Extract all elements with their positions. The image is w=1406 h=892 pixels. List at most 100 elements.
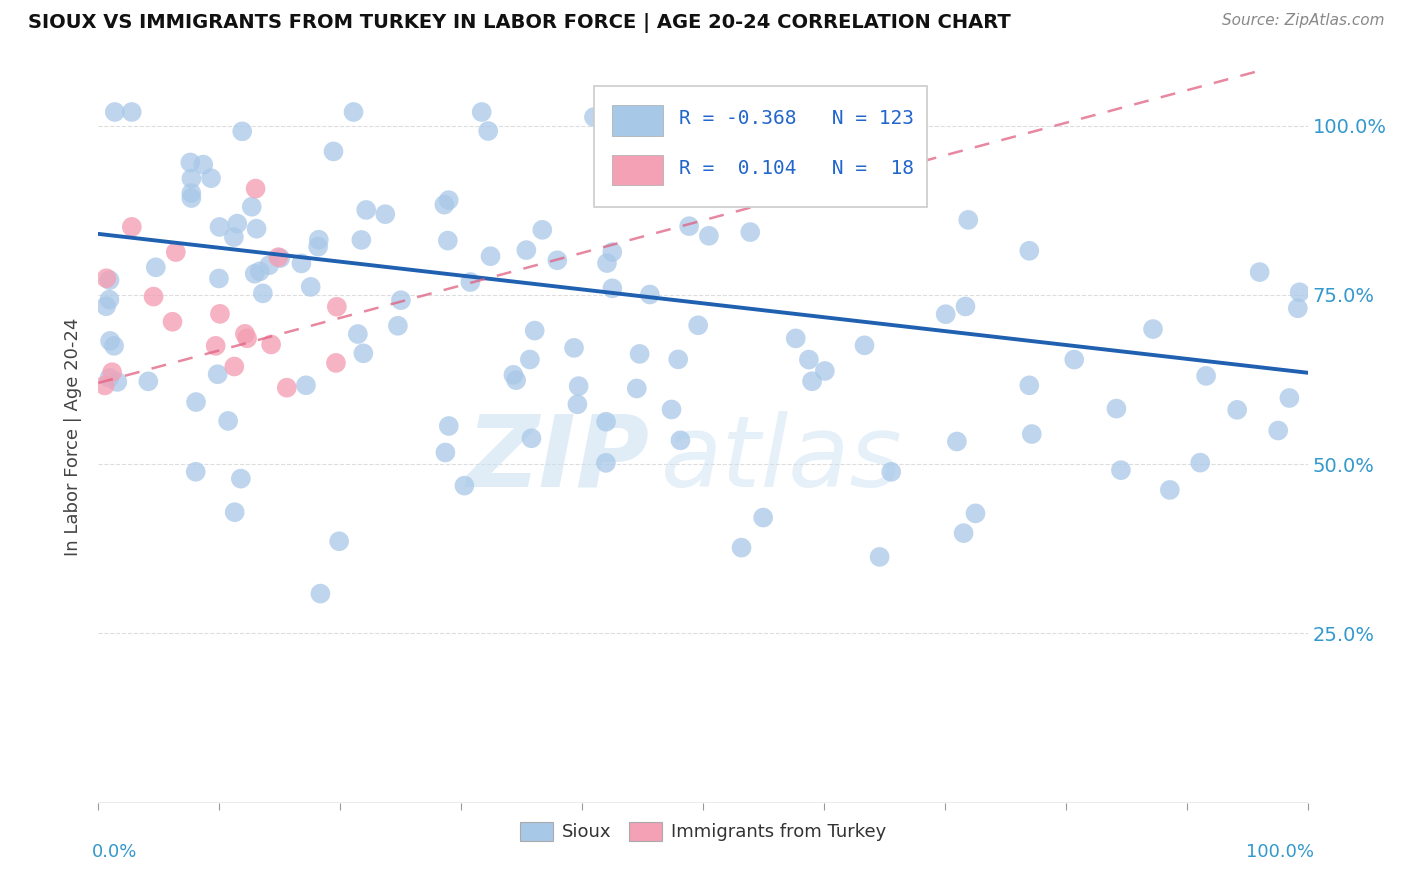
- Text: ZIP: ZIP: [467, 410, 650, 508]
- Point: [342, 105, 364, 120]
- Point: [600, 245, 623, 260]
- Point: [295, 378, 318, 392]
- Point: [180, 186, 202, 200]
- Point: [661, 402, 683, 417]
- Point: [267, 250, 290, 264]
- Point: [121, 105, 143, 120]
- Point: [638, 287, 661, 301]
- Point: [562, 341, 585, 355]
- Point: [957, 212, 980, 227]
- Point: [96, 271, 118, 285]
- Point: [104, 105, 127, 120]
- Point: [935, 307, 957, 321]
- Point: [1286, 301, 1309, 316]
- Point: [162, 315, 184, 329]
- Point: [236, 331, 259, 345]
- Point: [471, 105, 494, 120]
- Point: [240, 200, 263, 214]
- Point: [678, 219, 700, 234]
- Point: [217, 414, 239, 428]
- Point: [347, 326, 370, 341]
- Point: [308, 233, 330, 247]
- Text: Source: ZipAtlas.com: Source: ZipAtlas.com: [1222, 13, 1385, 29]
- Point: [103, 339, 125, 353]
- Point: [627, 105, 650, 120]
- Point: [437, 419, 460, 434]
- Point: [1159, 483, 1181, 497]
- Point: [1105, 401, 1128, 416]
- Point: [477, 124, 499, 138]
- Point: [853, 338, 876, 352]
- Point: [245, 181, 267, 195]
- Point: [352, 346, 374, 360]
- Point: [222, 230, 245, 244]
- Point: [299, 280, 322, 294]
- Point: [229, 472, 252, 486]
- Point: [946, 434, 969, 449]
- Point: [105, 375, 128, 389]
- Point: [1021, 427, 1043, 442]
- Point: [269, 251, 291, 265]
- Point: [208, 219, 231, 234]
- Point: [693, 120, 716, 134]
- Point: [880, 465, 903, 479]
- Point: [801, 374, 824, 388]
- Point: [666, 352, 689, 367]
- Point: [955, 300, 977, 314]
- Point: [184, 395, 207, 409]
- Point: [740, 225, 762, 239]
- Point: [98, 293, 121, 307]
- Point: [797, 352, 820, 367]
- Text: atlas: atlas: [661, 410, 903, 508]
- Point: [204, 339, 226, 353]
- Point: [200, 171, 222, 186]
- Point: [325, 356, 347, 370]
- Point: [98, 334, 121, 348]
- Point: [1109, 463, 1132, 477]
- FancyBboxPatch shape: [613, 154, 664, 186]
- Point: [165, 245, 187, 260]
- Point: [249, 264, 271, 278]
- Point: [647, 115, 669, 129]
- Point: [505, 373, 527, 387]
- Point: [243, 267, 266, 281]
- Point: [276, 381, 298, 395]
- Point: [94, 378, 117, 392]
- Point: [669, 434, 692, 448]
- Point: [1142, 322, 1164, 336]
- Point: [628, 347, 651, 361]
- Point: [180, 171, 202, 186]
- Legend: Sioux, Immigrants from Turkey: Sioux, Immigrants from Turkey: [513, 814, 893, 848]
- Point: [596, 256, 619, 270]
- Point: [208, 307, 231, 321]
- Point: [252, 286, 274, 301]
- Point: [1278, 391, 1301, 405]
- Y-axis label: In Labor Force | Age 20-24: In Labor Force | Age 20-24: [65, 318, 83, 557]
- Point: [502, 368, 524, 382]
- Point: [1018, 378, 1040, 392]
- Point: [1189, 456, 1212, 470]
- Point: [602, 281, 624, 295]
- Point: [626, 381, 648, 395]
- Point: [595, 415, 617, 429]
- Point: [350, 233, 373, 247]
- Point: [179, 155, 201, 169]
- Point: [437, 193, 460, 207]
- Point: [519, 352, 541, 367]
- Point: [785, 331, 807, 345]
- Point: [453, 478, 475, 492]
- Point: [965, 507, 987, 521]
- Point: [257, 258, 280, 272]
- Text: 0.0%: 0.0%: [93, 843, 138, 861]
- Point: [433, 197, 456, 211]
- Point: [322, 145, 344, 159]
- Point: [145, 260, 167, 275]
- Point: [479, 249, 502, 263]
- Point: [231, 124, 253, 138]
- Point: [226, 217, 249, 231]
- Point: [730, 541, 752, 555]
- Point: [515, 243, 537, 257]
- Point: [224, 359, 246, 374]
- Point: [224, 505, 246, 519]
- Point: [208, 271, 231, 285]
